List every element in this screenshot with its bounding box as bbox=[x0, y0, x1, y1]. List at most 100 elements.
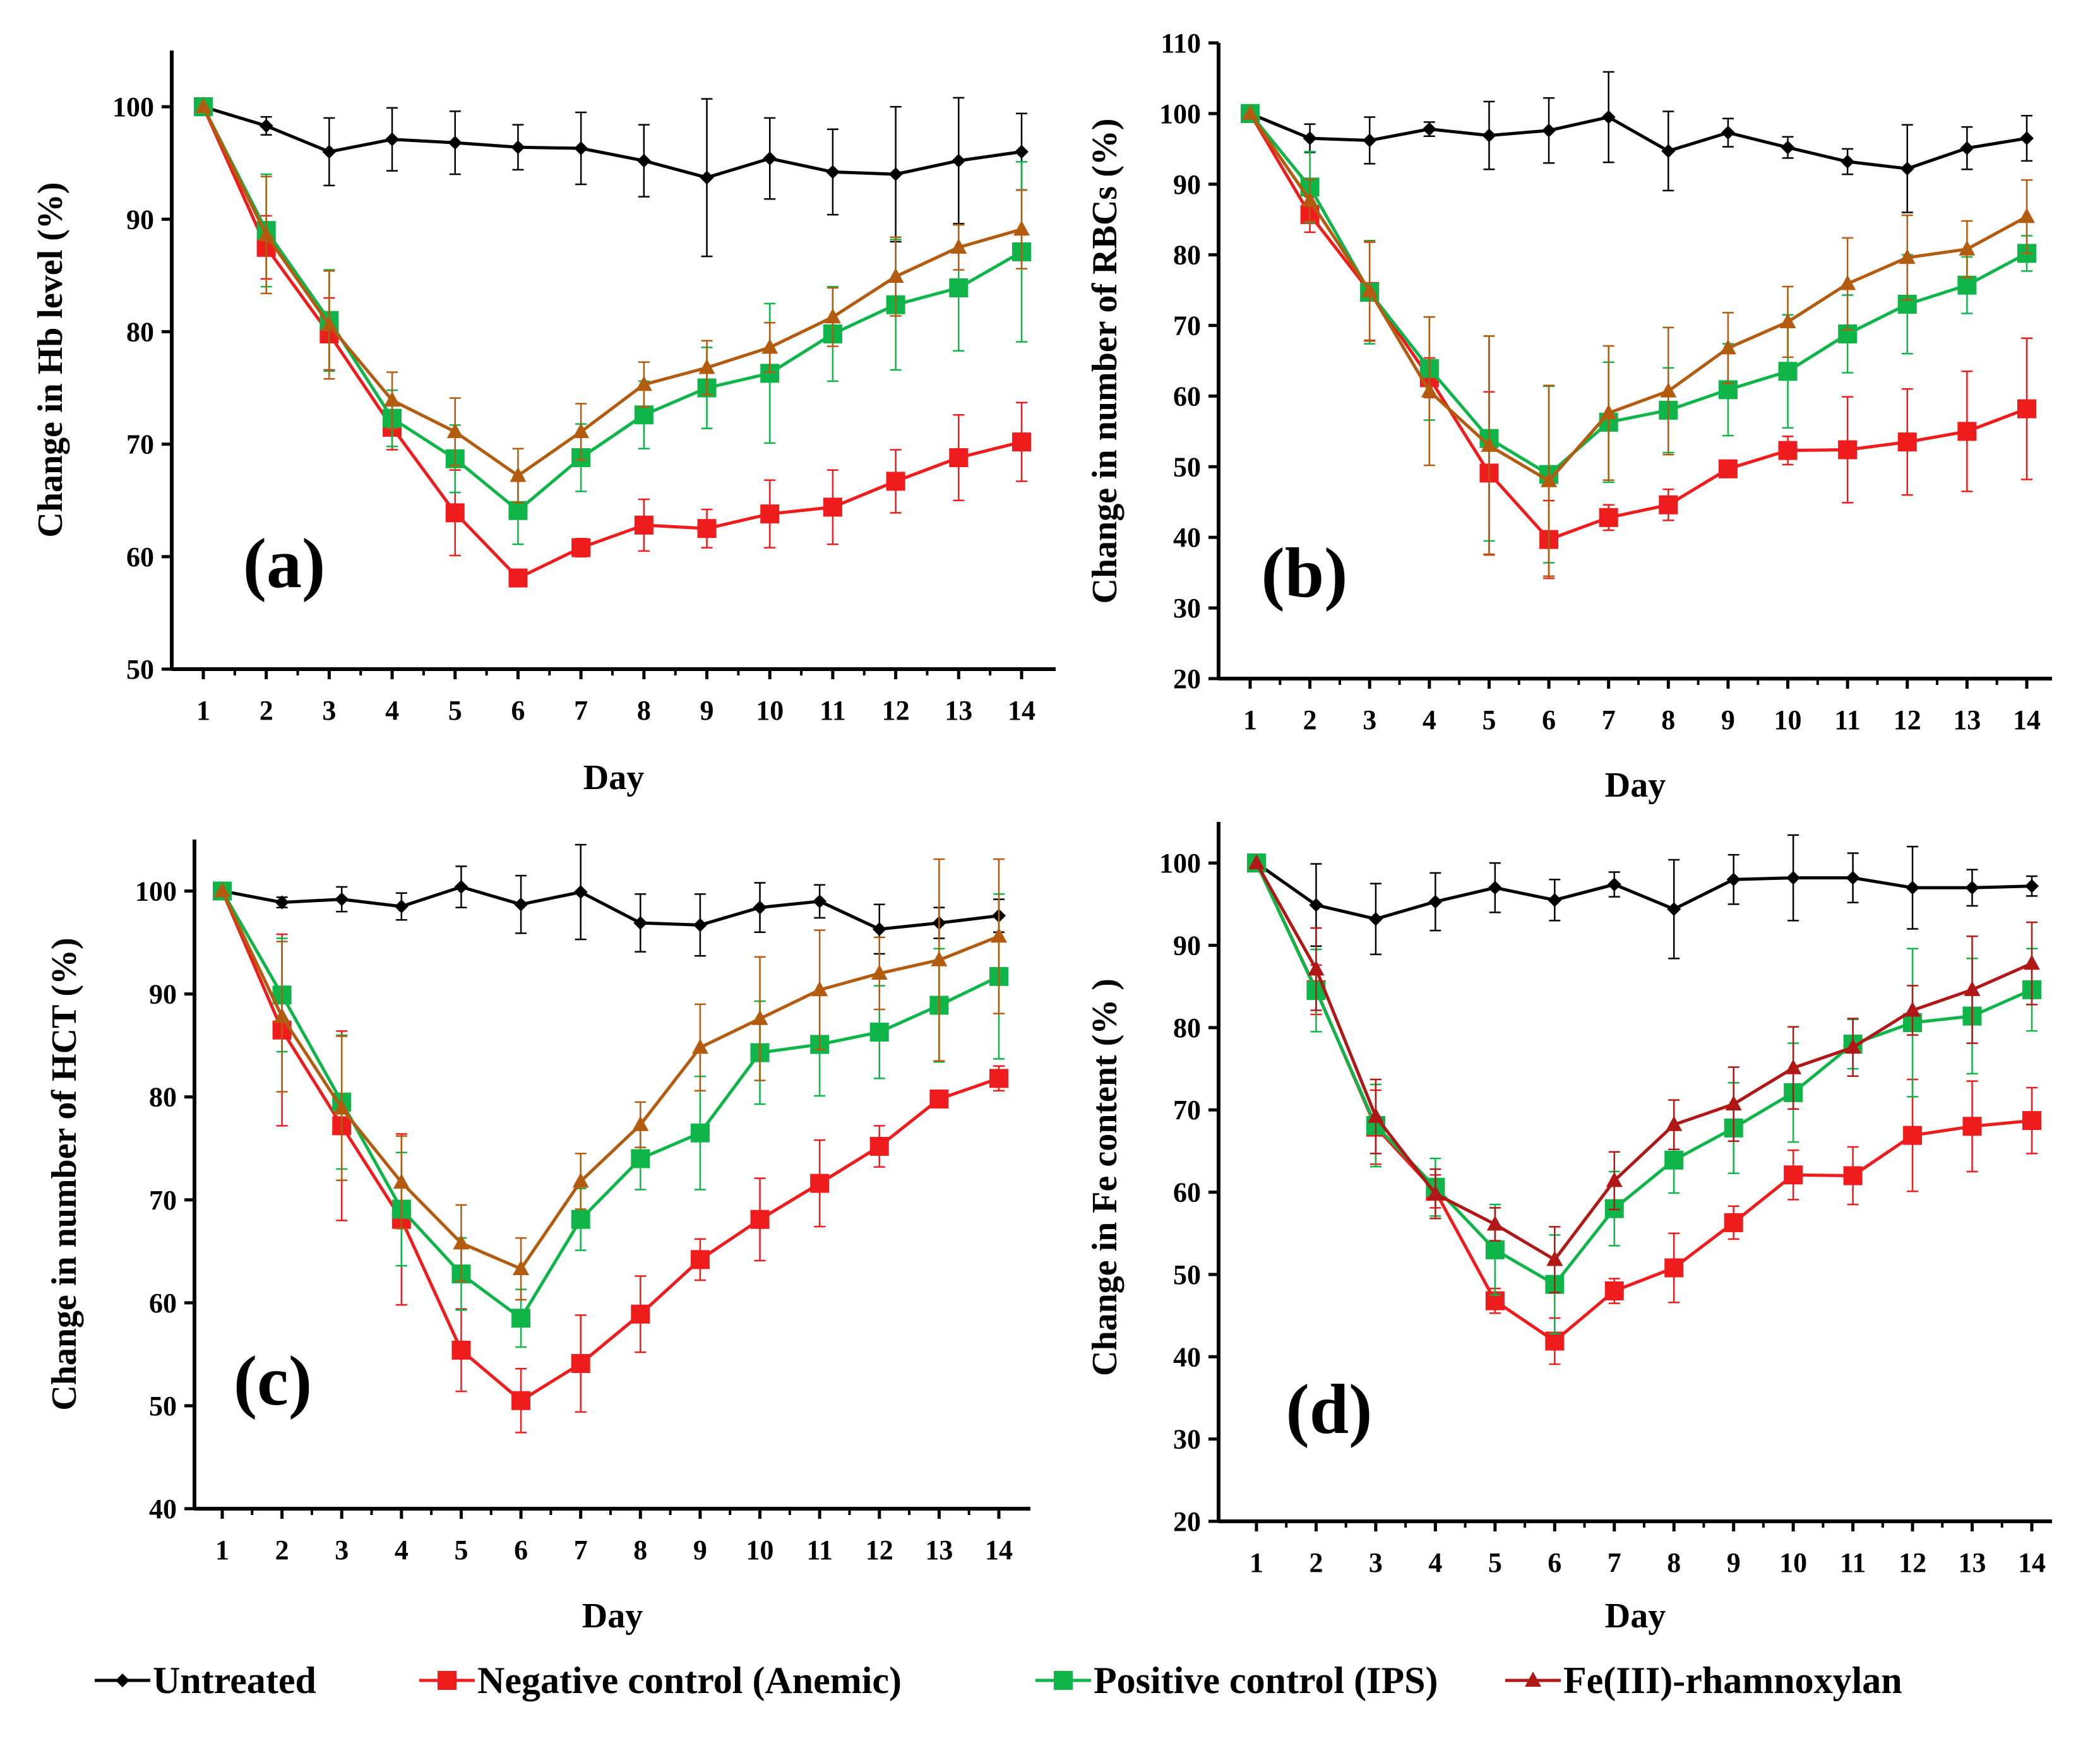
y-tick-label: 90 bbox=[1173, 169, 1201, 200]
y-tick-label: 20 bbox=[1173, 1506, 1201, 1537]
data-point bbox=[1721, 126, 1735, 140]
data-point bbox=[1718, 380, 1738, 400]
x-tick-label: 2 bbox=[260, 695, 273, 726]
data-point bbox=[1957, 275, 1977, 295]
series-line bbox=[220, 890, 999, 1403]
data-point bbox=[1015, 145, 1029, 159]
data-point bbox=[1488, 881, 1502, 895]
data-point bbox=[1844, 1038, 1861, 1054]
x-tick-label: 10 bbox=[746, 1535, 774, 1566]
data-point bbox=[929, 1089, 949, 1108]
x-tick-label: 4 bbox=[1428, 1547, 1442, 1578]
legend-item-positive: Positive control (IPS) bbox=[1035, 1660, 1438, 1701]
data-point bbox=[1542, 123, 1556, 138]
x-tick-label: 7 bbox=[574, 1535, 588, 1566]
data-point bbox=[952, 153, 966, 168]
x-tick-label: 13 bbox=[1959, 1547, 1986, 1578]
data-point bbox=[1846, 870, 1860, 885]
data-point bbox=[632, 1115, 649, 1131]
series-untreated bbox=[196, 97, 1029, 258]
data-point bbox=[1784, 1165, 1803, 1185]
data-point bbox=[394, 900, 409, 913]
x-tick-label: 6 bbox=[1548, 1547, 1561, 1578]
series-line bbox=[1248, 112, 2028, 483]
data-point bbox=[508, 568, 528, 588]
data-point bbox=[1548, 893, 1562, 907]
y-tick-label: 110 bbox=[1160, 28, 1201, 59]
x-tick-label: 13 bbox=[945, 695, 972, 726]
data-point bbox=[633, 916, 648, 930]
data-point bbox=[1664, 1150, 1684, 1170]
data-point bbox=[1778, 441, 1798, 460]
data-point bbox=[1667, 902, 1681, 917]
x-tick-label: 7 bbox=[574, 695, 588, 726]
series-fe_abc bbox=[1242, 104, 2035, 578]
data-point bbox=[322, 145, 337, 159]
data-point bbox=[631, 1304, 650, 1324]
data-point bbox=[571, 538, 591, 557]
data-point bbox=[195, 98, 212, 114]
data-point bbox=[454, 880, 468, 894]
series-line bbox=[1255, 862, 2032, 1343]
legend-item-negative: Negative control (Anemic) bbox=[419, 1660, 902, 1701]
data-point bbox=[1606, 1172, 1623, 1187]
data-point bbox=[750, 1209, 770, 1229]
data-point bbox=[760, 504, 780, 524]
y-tick-label: 100 bbox=[1159, 98, 1201, 129]
x-tick-label: 3 bbox=[322, 695, 336, 726]
y-axis-title: Change in number of HCT (%) bbox=[45, 937, 84, 1410]
data-point bbox=[989, 1069, 1008, 1088]
series-negative bbox=[1247, 853, 2041, 1365]
data-point bbox=[1485, 1291, 1505, 1310]
data-point bbox=[634, 515, 653, 535]
x-tick-label: 8 bbox=[637, 695, 651, 726]
data-point bbox=[1599, 508, 1618, 527]
legend-marker-positive bbox=[1054, 1671, 1073, 1690]
data-point bbox=[2017, 399, 2036, 419]
data-point bbox=[446, 423, 463, 439]
data-point bbox=[871, 965, 888, 980]
data-point bbox=[887, 268, 904, 283]
data-point bbox=[931, 951, 948, 966]
x-tick-label: 5 bbox=[1488, 1547, 1502, 1578]
x-axis-title: Day bbox=[1605, 1596, 1666, 1636]
x-tick-label: 13 bbox=[925, 1535, 953, 1566]
y-tick-label: 50 bbox=[126, 654, 154, 685]
data-point bbox=[453, 1234, 470, 1250]
y-tick-label: 50 bbox=[1173, 1259, 1201, 1290]
data-point bbox=[2025, 879, 2039, 893]
data-point bbox=[810, 1174, 830, 1193]
data-point bbox=[1900, 162, 1914, 176]
data-point bbox=[1786, 870, 1801, 885]
data-point bbox=[335, 892, 349, 906]
legend-label-fe: Fe(III)-rhamnoxylan bbox=[1563, 1660, 1902, 1701]
y-axis-title: Change in Hb level (%) bbox=[31, 182, 70, 537]
y-tick-label: 60 bbox=[1173, 1177, 1201, 1208]
x-tick-label: 11 bbox=[820, 695, 846, 726]
y-tick-label: 20 bbox=[1173, 663, 1201, 694]
data-point bbox=[1308, 960, 1325, 976]
data-point bbox=[634, 405, 653, 425]
data-point bbox=[1906, 881, 1920, 895]
data-point bbox=[869, 1022, 889, 1042]
x-tick-label: 6 bbox=[511, 695, 525, 726]
data-point bbox=[1779, 312, 1796, 328]
x-tick-label: 4 bbox=[1423, 704, 1436, 735]
x-tick-label: 3 bbox=[1369, 1547, 1383, 1578]
data-point bbox=[1309, 898, 1323, 912]
legend-marker-negative bbox=[438, 1671, 456, 1690]
data-point bbox=[510, 466, 527, 482]
x-tick-label: 10 bbox=[756, 695, 784, 726]
data-point bbox=[1421, 382, 1438, 398]
series-untreated bbox=[1250, 834, 2039, 960]
data-point bbox=[823, 497, 842, 517]
x-tick-label: 9 bbox=[1727, 1547, 1741, 1578]
x-tick-label: 14 bbox=[2013, 704, 2041, 735]
y-tick-label: 40 bbox=[149, 1494, 177, 1524]
series-line bbox=[1255, 862, 2032, 921]
data-point bbox=[1604, 1281, 1624, 1301]
x-axis-title: Day bbox=[583, 758, 644, 797]
data-point bbox=[690, 1250, 710, 1269]
y-tick-label: 70 bbox=[126, 429, 154, 460]
